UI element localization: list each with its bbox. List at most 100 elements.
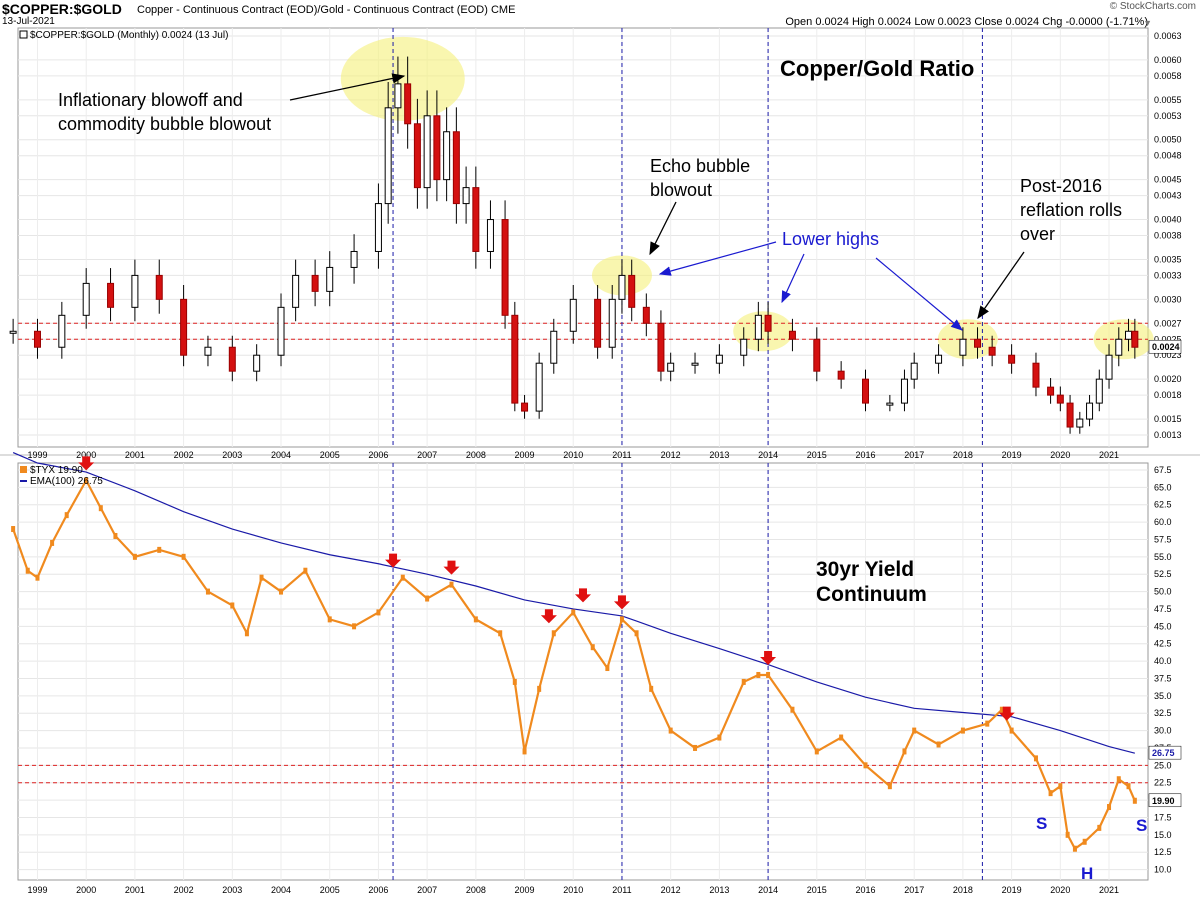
upper-panel <box>17 27 1149 448</box>
lower-y-tick-label: 22.5 <box>1154 778 1172 788</box>
candle-body <box>1047 386 1055 396</box>
tyx-bar <box>400 574 405 581</box>
upper-last-value-tag: 0.0024 <box>1152 342 1180 352</box>
tyx-bar <box>230 602 235 609</box>
lower-x-tick-label: 2015 <box>807 885 827 895</box>
candle-body <box>1066 402 1074 428</box>
lower-y-tick-label: 32.5 <box>1154 708 1172 718</box>
candle-body <box>764 314 772 332</box>
arrow-inflationary <box>289 73 406 101</box>
lower-x-tick-label: 2008 <box>466 885 486 895</box>
upper-x-tick-label: 2000 <box>76 450 96 460</box>
candle-body <box>959 338 967 356</box>
candle-body <box>813 338 821 372</box>
candle-body <box>594 298 602 348</box>
tyx-bar <box>1126 783 1131 790</box>
highlight-ellipse <box>733 311 794 352</box>
tyx-bar <box>912 727 917 734</box>
lower-x-tick-label: 2016 <box>855 885 875 895</box>
tyx-line <box>12 478 1136 851</box>
tyx-last-value-tag: 19.90 <box>1152 796 1175 806</box>
red-down-arrow-marker <box>540 609 557 624</box>
annotation-echo-line2: blowout <box>650 180 712 200</box>
tyx-bar <box>790 706 795 713</box>
tyx-bar <box>1132 797 1137 804</box>
candle-body <box>394 83 402 109</box>
lower-y-tick-label: 52.5 <box>1154 569 1172 579</box>
lower-y-tick-label: 12.5 <box>1154 847 1172 857</box>
upper-y-tick-label: 0.0033 <box>1154 270 1182 280</box>
tyx-bar <box>1107 804 1112 811</box>
lower-y-tick-label: 65.0 <box>1154 482 1172 492</box>
tyx-bar <box>352 623 357 630</box>
tyx-bar <box>634 630 639 637</box>
upper-chart-title: Copper/Gold Ratio <box>780 56 974 81</box>
candle-body <box>384 107 392 205</box>
candle-body <box>1095 378 1103 404</box>
tyx-bar <box>1072 845 1077 852</box>
tyx-bar <box>425 595 430 602</box>
candle-body <box>935 354 943 364</box>
lower-y-tick-label: 57.5 <box>1154 534 1172 544</box>
arrow-echo <box>649 201 677 256</box>
tyx-bar <box>668 727 673 734</box>
red-down-arrow-marker <box>760 650 777 665</box>
candle-body <box>862 378 869 404</box>
candle-body <box>550 330 558 364</box>
candle-body <box>691 362 699 366</box>
stockcharts-watermark: © StockCharts.com <box>1109 1 1196 12</box>
upper-x-tick-label: 2010 <box>563 450 583 460</box>
upper-y-tick-label: 0.0018 <box>1154 390 1182 400</box>
tyx-bar <box>113 532 118 539</box>
tyx-bar <box>303 567 308 574</box>
candle-body <box>511 314 519 404</box>
lower-y-tick-label: 45.0 <box>1154 621 1172 631</box>
tyx-bar <box>512 678 517 685</box>
lower-y-tick-label: 50.0 <box>1154 587 1172 597</box>
tyx-bar <box>985 720 990 727</box>
tyx-bar <box>1065 831 1070 838</box>
highlight-ellipse <box>1093 319 1154 360</box>
annotation-head: H <box>1081 864 1093 883</box>
chart-description: Copper - Continuous Contract (EOD)/Gold … <box>137 4 516 16</box>
upper-x-tick-label: 2021 <box>1099 450 1119 460</box>
tyx-bar <box>537 685 542 692</box>
upper-y-tick-label: 0.0063 <box>1154 31 1182 41</box>
candle-body <box>33 330 41 348</box>
lower-y-tick-label: 40.0 <box>1154 656 1172 666</box>
chart-date: 13-Jul-2021 <box>2 16 55 27</box>
annotation-left-shoulder: S <box>1036 814 1047 833</box>
lower-x-tick-label: 2014 <box>758 885 778 895</box>
upper-y-tick-label: 0.0055 <box>1154 95 1182 105</box>
arrow-lower-highs-2 <box>781 253 805 304</box>
lower-x-tick-label: 2007 <box>417 885 437 895</box>
candle-body <box>1125 330 1133 340</box>
tyx-bar <box>327 616 332 623</box>
candle-body <box>1056 394 1064 404</box>
tyx-bar <box>376 609 381 616</box>
candle-body <box>628 274 636 308</box>
upper-x-tick-label: 2007 <box>417 450 437 460</box>
tyx-bar <box>649 685 654 692</box>
tyx-bar <box>1033 755 1038 762</box>
upper-y-tick-label: 0.0040 <box>1154 215 1182 225</box>
annotation-inflationary-line2: commodity bubble blowout <box>58 114 271 134</box>
tyx-bar <box>551 630 556 637</box>
upper-y-tick-label: 0.0048 <box>1154 151 1182 161</box>
lower-x-tick-label: 2012 <box>661 885 681 895</box>
tyx-bar <box>84 477 89 484</box>
candle-body <box>642 306 650 324</box>
candle-body <box>900 378 908 404</box>
upper-x-tick-label: 2002 <box>174 450 194 460</box>
candle-body <box>1008 354 1016 364</box>
red-down-arrow-marker <box>78 456 95 471</box>
lower-y-tick-label: 55.0 <box>1154 552 1172 562</box>
dropdown-arrow-icon[interactable]: ▼ <box>1143 18 1152 28</box>
candle-legend-icon <box>19 30 28 39</box>
candle-body <box>350 250 358 268</box>
tyx-bar <box>863 762 868 769</box>
candle-body <box>618 274 626 300</box>
tyx-bar <box>571 609 576 616</box>
tyx-bar <box>522 748 527 755</box>
candle-body <box>715 354 723 364</box>
